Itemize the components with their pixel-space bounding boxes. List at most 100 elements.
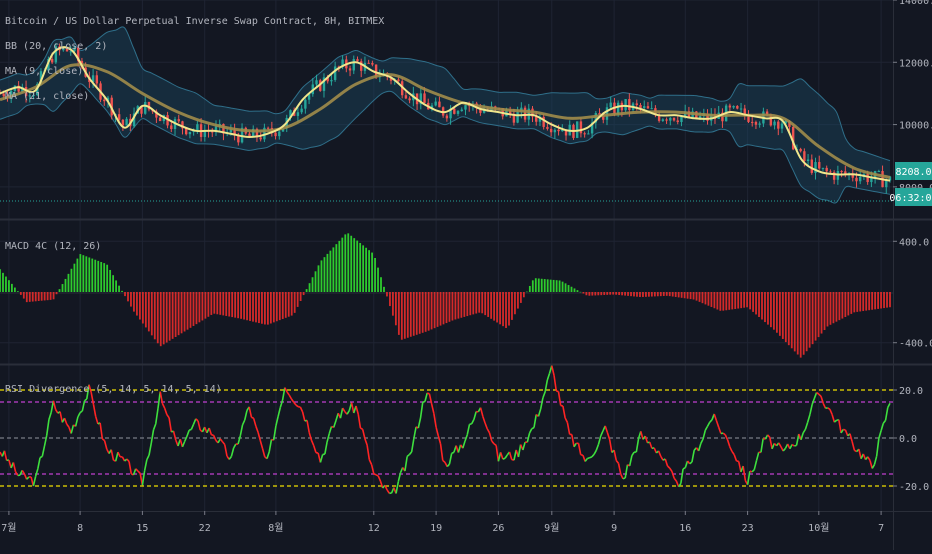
macd-bar (431, 292, 433, 329)
x-tick-label: 12 (368, 523, 380, 534)
candle-body (178, 119, 180, 121)
macd-bar (838, 292, 840, 320)
macd-bar (779, 292, 781, 336)
macd-bar (79, 254, 81, 292)
macd-bar (11, 284, 13, 292)
candle-body (583, 133, 585, 134)
macd-bar (827, 292, 829, 326)
candle-body (304, 100, 306, 109)
macd-bar (797, 292, 799, 355)
y-tick-label: 0.0 (899, 434, 917, 445)
macd-bar (618, 292, 620, 295)
macd-bar (5, 277, 7, 292)
macd-bar (612, 292, 614, 295)
macd-bar (32, 292, 34, 302)
macd-bar (76, 259, 78, 292)
candle-body (751, 122, 753, 123)
rsi-segment (40, 456, 42, 457)
macd-bar (270, 292, 272, 323)
macd-bar (416, 292, 418, 335)
macd-bar (404, 292, 406, 339)
macd-bar (124, 292, 126, 296)
symbol-title[interactable]: Bitcoin / US Dollar Perpetual Inverse Sw… (5, 16, 384, 27)
candle-body (669, 118, 671, 121)
candle-body (464, 105, 466, 109)
macd-bar (615, 292, 617, 295)
macd-bar (0, 269, 1, 292)
macd-bar (541, 279, 543, 292)
macd-bar (761, 292, 763, 320)
macd-bar (47, 292, 49, 300)
macd-bar (368, 250, 370, 292)
macd-bar (449, 292, 451, 322)
candle-body (144, 102, 146, 114)
macd-bar (362, 245, 364, 292)
x-tick-label: 19 (430, 523, 442, 534)
macd-bar (565, 283, 567, 292)
rsi-title[interactable]: RSI Divergence (5, 14, 5, 14, 5, 14) (5, 384, 222, 395)
macd-bar (172, 292, 174, 339)
candle-body (274, 133, 276, 136)
macd-bar (711, 292, 713, 307)
macd-bar (740, 292, 742, 308)
macd-bar (228, 292, 230, 317)
macd-bar (255, 292, 257, 322)
macd-bar (588, 292, 590, 296)
macd-bar (511, 292, 513, 320)
macd-bar (502, 292, 504, 326)
macd-bar (383, 287, 385, 292)
candle-body (636, 103, 638, 105)
macd-bar (56, 292, 58, 294)
candle-body (818, 162, 820, 168)
macd-bar (830, 292, 832, 325)
macd-title[interactable]: MACD 4C (12, 26) (5, 241, 101, 252)
macd-bar (550, 280, 552, 292)
bb-indicator-label[interactable]: BB (20, close, 2) (5, 41, 107, 52)
macd-bar (609, 292, 611, 295)
macd-bar (300, 292, 302, 301)
macd-bar (681, 292, 683, 298)
macd-bar (82, 255, 84, 292)
macd-bar (142, 292, 144, 323)
x-tick-label: 8월 (268, 522, 283, 534)
rsi-segment (423, 401, 425, 402)
candle-body (405, 95, 407, 98)
x-tick-label: 23 (742, 523, 754, 534)
macd-bar (219, 292, 221, 315)
macd-bar (699, 292, 701, 302)
candle-body (408, 98, 410, 100)
candle-body (840, 171, 842, 172)
macd-bar (315, 271, 317, 292)
macd-bar (806, 292, 808, 351)
macd-bar (818, 292, 820, 337)
macd-bar (285, 292, 287, 318)
macd-bar (407, 292, 409, 338)
macd-bar (109, 270, 111, 292)
candle-body (773, 122, 775, 126)
macd-bar (210, 292, 212, 315)
rsi-segment (374, 474, 376, 475)
macd-bar (728, 292, 730, 310)
candle-body (315, 80, 317, 84)
macd-bar (225, 292, 227, 316)
macd-bar (529, 286, 531, 292)
macd-bar (481, 292, 483, 313)
macd-bar (306, 289, 308, 292)
macd-bar (17, 291, 19, 292)
candle-body (189, 132, 191, 134)
macd-bar (318, 265, 320, 292)
macd-bar (725, 292, 727, 310)
macd-bar (35, 292, 37, 301)
macd-bar (264, 292, 266, 324)
candle-body (807, 160, 809, 162)
rsi-segment (452, 452, 454, 453)
macd-bar (246, 292, 248, 320)
ma9-indicator-label[interactable]: MA (9, close) (5, 66, 83, 77)
macd-bar (106, 265, 108, 292)
candle-body (677, 120, 679, 122)
ma21-indicator-label[interactable]: MA (21, close) (5, 91, 89, 102)
macd-bar (279, 292, 281, 320)
rsi-segment (590, 457, 592, 458)
